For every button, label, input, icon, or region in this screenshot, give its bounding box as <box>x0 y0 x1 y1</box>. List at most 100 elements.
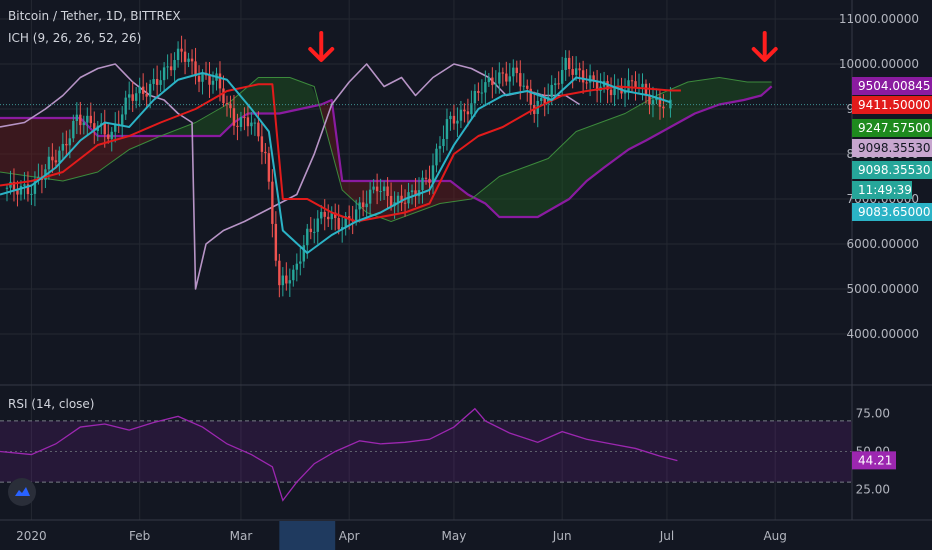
price-tick-label: 4000.00000 <box>846 327 919 341</box>
price-candle-body <box>208 75 211 85</box>
price-candle-body <box>334 212 337 219</box>
price-candle-body <box>386 186 389 196</box>
price-candle-body <box>54 160 58 163</box>
rsi-tick-label: 25.00 <box>856 483 890 497</box>
price-candle-body <box>159 80 162 85</box>
price-candle-body <box>634 81 637 89</box>
price-candle-body <box>12 181 16 191</box>
price-candle-body <box>229 103 232 109</box>
kumo-cloud-segment <box>157 77 318 138</box>
price-candle-body <box>173 60 176 71</box>
time-axis-highlight <box>279 521 336 550</box>
price-candle-body <box>361 202 365 208</box>
price-candle-body <box>183 51 187 62</box>
price-candle-body <box>89 115 92 124</box>
arrow-head <box>751 47 778 62</box>
kumo-cloud-segment <box>0 118 158 181</box>
price-candle-body <box>368 189 372 204</box>
price-candle-body <box>316 218 319 232</box>
price-candle-body <box>267 153 271 182</box>
price-label-text: 9504.00845 <box>858 79 931 93</box>
price-candle-body <box>595 81 599 91</box>
price-label-badge <box>852 161 932 179</box>
price-candle-body <box>323 211 326 217</box>
price-candle-body <box>445 119 449 139</box>
price-candle-body <box>152 79 155 84</box>
price-candle-body <box>145 93 148 97</box>
price-candle-body <box>588 75 592 83</box>
price-label-text: 9411.50000 <box>858 98 931 112</box>
price-candle-body <box>452 115 456 124</box>
price-candle-body <box>201 72 204 82</box>
price-candle-body <box>365 203 368 208</box>
price-candle-body <box>225 103 229 105</box>
price-candle-body <box>211 80 215 85</box>
price-candle-body <box>232 108 236 126</box>
price-candle-body <box>529 88 532 105</box>
price-candle-body <box>218 73 222 89</box>
price-candle-body <box>578 68 581 71</box>
price-candle-body <box>519 73 522 87</box>
price-candle-body <box>403 202 407 204</box>
rsi-tick-label: 75.00 <box>856 406 890 420</box>
price-candle-body <box>166 66 169 68</box>
price-candle-body <box>658 97 662 107</box>
price-candle-body <box>250 122 253 127</box>
price-candle-body <box>107 134 110 139</box>
price-candle-body <box>82 122 86 126</box>
price-candle-body <box>466 111 470 115</box>
price-candle-body <box>239 117 243 127</box>
price-candle-body <box>253 122 257 124</box>
price-candle-body <box>162 67 166 81</box>
price-candle-body <box>110 131 113 139</box>
price-label-badge <box>852 119 932 137</box>
price-candle-body <box>344 216 347 228</box>
price-candle-body <box>512 67 515 77</box>
price-candle-body <box>47 156 51 170</box>
price-candle-body <box>260 136 264 152</box>
price-candle-body <box>61 143 65 151</box>
time-tick-label: Jun <box>552 529 572 543</box>
price-candle-body <box>197 76 201 82</box>
tradingview-icon <box>15 487 30 496</box>
price-candle-body <box>375 186 379 192</box>
price-candle-body <box>501 72 505 74</box>
price-candle-body <box>169 66 173 71</box>
price-label-text: 9098.35530 <box>858 163 931 177</box>
price-candle-body <box>449 115 452 120</box>
price-candle-body <box>463 109 466 112</box>
price-candle-body <box>121 114 124 126</box>
price-candle-body <box>330 212 333 220</box>
price-candle-body <box>435 148 438 166</box>
price-candle-body <box>23 184 26 186</box>
price-candle-body <box>424 177 428 179</box>
red-arrow-down-icon <box>308 31 335 62</box>
price-candle-body <box>5 187 9 189</box>
price-candle-body <box>648 94 651 105</box>
price-candle-body <box>295 263 299 270</box>
tradingview-logo[interactable] <box>8 478 36 506</box>
rsi-line <box>0 407 678 502</box>
price-candle-body <box>431 165 435 183</box>
price-candle-body <box>480 92 484 94</box>
time-tick-label: Jul <box>659 529 674 543</box>
price-candle-body <box>243 117 246 119</box>
price-candle-body <box>379 191 382 193</box>
price-candle-body <box>459 109 463 121</box>
price-candle-body <box>396 195 400 203</box>
price-candle-body <box>526 85 529 89</box>
price-candle-body <box>574 68 578 75</box>
price-candle-body <box>505 73 508 82</box>
price-label-badge <box>852 96 932 114</box>
price-candle-body <box>327 216 330 220</box>
time-tick-label: May <box>442 529 467 543</box>
price-label-text: 9247.57500 <box>858 121 931 135</box>
price-label-text: 9083.65000 <box>858 205 931 219</box>
price-candle-body <box>320 211 323 219</box>
leading-span-b-line <box>0 85 773 219</box>
price-candle-body <box>669 99 672 109</box>
price-candle-body <box>630 80 634 82</box>
price-candle-body <box>124 97 127 115</box>
price-candle-body <box>553 83 557 85</box>
